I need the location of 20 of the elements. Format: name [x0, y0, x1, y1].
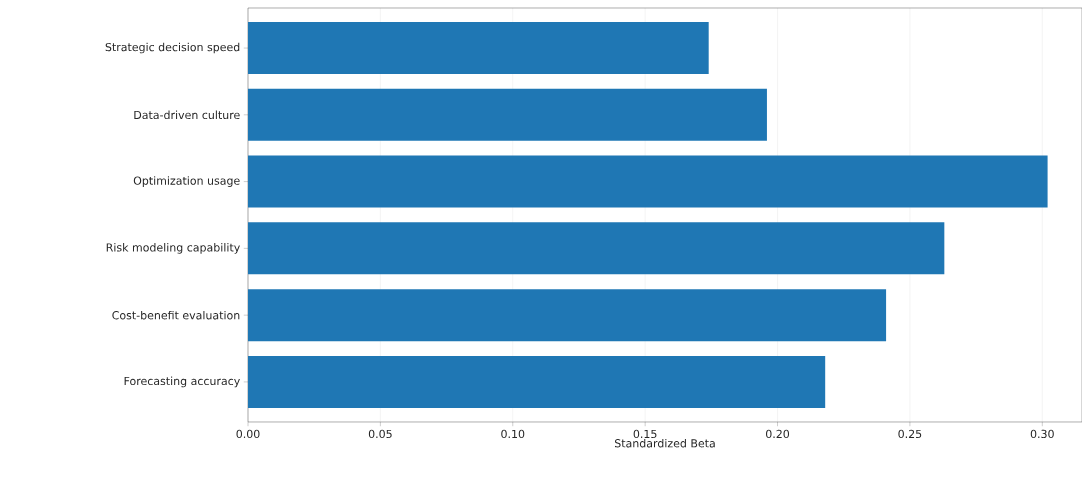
x-tick-label: 0.30	[1030, 429, 1054, 439]
y-tick-label: Risk modeling capability	[106, 243, 240, 254]
y-tick-label: Optimization usage	[133, 176, 240, 187]
y-tick-label: Forecasting accuracy	[124, 376, 240, 388]
bar	[248, 289, 887, 342]
bar	[248, 222, 945, 275]
y-tick-label: Data-driven culture	[134, 110, 240, 120]
x-tick-label: 0.15	[633, 429, 657, 439]
x-tick-label: 0.00	[236, 429, 260, 439]
bar	[248, 355, 826, 408]
bar	[248, 155, 1048, 208]
bar	[248, 88, 767, 141]
x-tick-label: 0.20	[766, 429, 790, 439]
y-tick-label: Strategic decision speed	[105, 42, 240, 54]
x-tick-label: 0.10	[501, 429, 525, 439]
bar	[248, 22, 709, 75]
x-tick-label: 0.05	[368, 429, 392, 439]
y-tick-label: Cost-benefit evaluation	[112, 310, 240, 320]
x-axis-title: Standardized Beta	[614, 438, 715, 448]
x-tick-label: 0.25	[898, 429, 922, 439]
